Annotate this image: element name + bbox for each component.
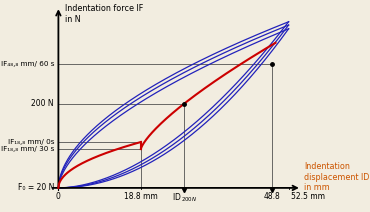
Text: 52.5 mm: 52.5 mm [291, 192, 325, 201]
Text: ID$_{\,200N}$: ID$_{\,200N}$ [172, 192, 196, 204]
Text: IF₄₈,₈ mm/ 60 s: IF₄₈,₈ mm/ 60 s [0, 61, 54, 67]
Text: 0: 0 [56, 192, 61, 201]
Text: 200 N: 200 N [31, 99, 54, 108]
Text: F₀ = 20 N: F₀ = 20 N [18, 183, 54, 192]
Text: IF₁₈,₈ mm/ 30 s: IF₁₈,₈ mm/ 30 s [1, 146, 54, 152]
Text: 18.8 mm: 18.8 mm [124, 192, 158, 201]
Text: 48.8: 48.8 [264, 192, 281, 201]
Text: Indentation force IF
in N: Indentation force IF in N [65, 4, 143, 24]
Text: Indentation
displacement ID
in mm: Indentation displacement ID in mm [304, 162, 369, 192]
Text: IF₁₈,₈ mm/ 0s: IF₁₈,₈ mm/ 0s [7, 139, 54, 145]
